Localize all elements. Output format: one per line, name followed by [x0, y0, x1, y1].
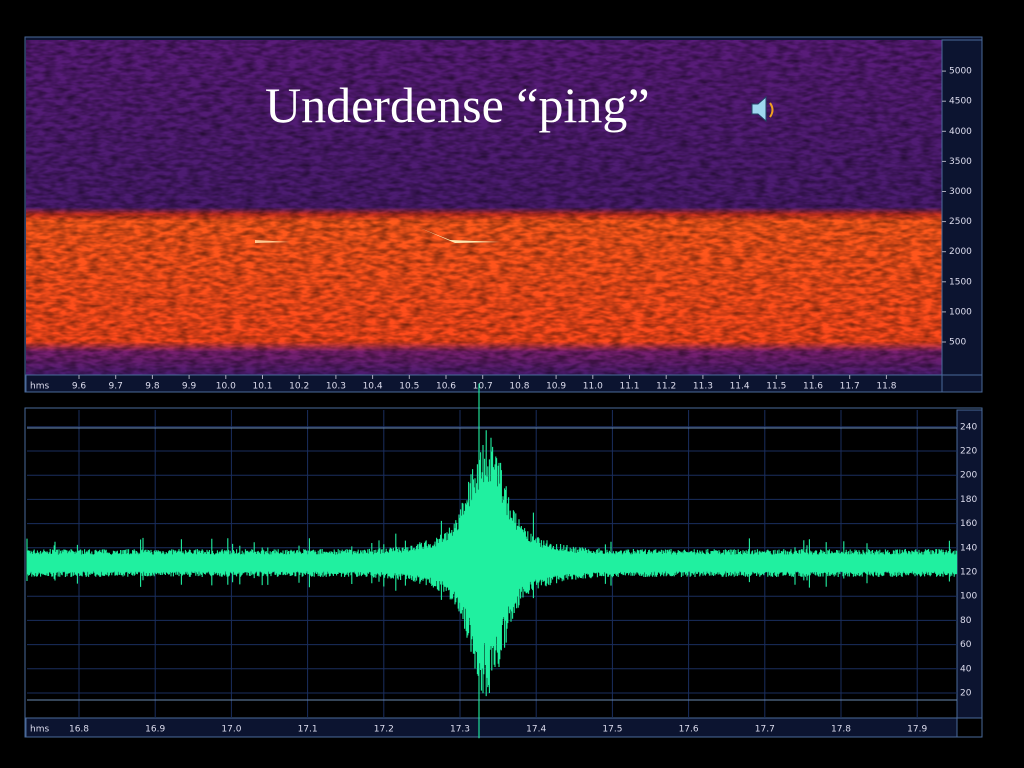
- y-tick-label: 4500: [949, 97, 972, 107]
- x-tick-label: 16.8: [69, 725, 89, 735]
- x-tick-label: 9.7: [109, 382, 123, 392]
- y-tick-label: 3000: [949, 187, 972, 197]
- y-tick-label: 2000: [949, 247, 972, 257]
- y-tick-label: 3500: [949, 157, 972, 167]
- ping-trace: [255, 240, 290, 243]
- x-tick-label: 9.6: [72, 382, 87, 392]
- x-tick-label: 10.6: [436, 382, 456, 392]
- x-tick-label: 17.7: [755, 725, 775, 735]
- y-tick-label: 240: [960, 422, 977, 432]
- spectrogram-x-axis: [25, 374, 943, 393]
- x-tick-label: 17.9: [907, 725, 927, 735]
- x-tick-label: 17.3: [450, 725, 470, 735]
- x-tick-label: 10.5: [399, 382, 419, 392]
- x-tick-label: 10.1: [252, 382, 272, 392]
- x-tick-label: 17.4: [526, 725, 546, 735]
- x-tick-label: 11.5: [766, 382, 786, 392]
- x-tick-label: 11.7: [840, 382, 860, 392]
- x-tick-label: 9.9: [182, 382, 197, 392]
- x-unit: hms: [30, 725, 49, 735]
- waveform-trace: [26, 383, 958, 739]
- x-tick-label: 17.0: [221, 725, 241, 735]
- x-tick-label: 11.4: [730, 382, 750, 392]
- x-tick-label: 10.4: [363, 382, 383, 392]
- x-tick-label: 17.6: [679, 725, 699, 735]
- x-tick-label: 17.2: [374, 725, 394, 735]
- y-tick-label: 180: [960, 495, 977, 505]
- y-tick-label: 2500: [949, 217, 972, 227]
- x-tick-label: 9.8: [145, 382, 160, 392]
- y-tick-label: 160: [960, 519, 977, 529]
- speaker-icon: [751, 95, 774, 123]
- y-tick-label: 40: [960, 664, 972, 674]
- x-tick-label: 10.8: [509, 382, 529, 392]
- y-tick-label: 220: [960, 447, 977, 457]
- x-tick-label: 17.1: [298, 725, 318, 735]
- y-tick-label: 80: [960, 616, 972, 626]
- x-tick-label: 10.9: [546, 382, 566, 392]
- y-tick-label: 120: [960, 568, 977, 578]
- y-tick-label: 60: [960, 640, 972, 650]
- x-tick-label: 10.0: [216, 382, 236, 392]
- y-tick-label: 5000: [949, 67, 972, 77]
- y-tick-label: 20: [960, 689, 972, 699]
- x-tick-label: 11.3: [693, 382, 713, 392]
- x-tick-label: 11.8: [876, 382, 896, 392]
- x-tick-label: 11.6: [803, 382, 823, 392]
- y-tick-label: 4000: [949, 127, 972, 137]
- x-tick-label: 17.5: [602, 725, 622, 735]
- x-tick-label: 16.9: [145, 725, 165, 735]
- x-tick-label: 11.2: [656, 382, 676, 392]
- spectrogram-noise: [26, 40, 942, 375]
- waveform-y-axis: [956, 409, 983, 719]
- slide-title: Underdense “ping”: [265, 77, 650, 133]
- x-unit: hms: [30, 382, 49, 392]
- spectrogram-y-axis: [941, 39, 983, 376]
- x-tick-label: 11.1: [619, 382, 639, 392]
- x-tick-label: 10.2: [289, 382, 309, 392]
- y-tick-label: 200: [960, 471, 977, 481]
- y-tick-label: 1500: [949, 277, 972, 287]
- y-tick-label: 100: [960, 592, 977, 602]
- x-tick-label: 17.8: [831, 725, 851, 735]
- waveform-x-axis: [25, 717, 958, 738]
- y-tick-label: 140: [960, 543, 977, 553]
- y-tick-label: 500: [949, 338, 966, 348]
- x-tick-label: 10.7: [473, 382, 493, 392]
- x-tick-label: 10.3: [326, 382, 346, 392]
- y-tick-label: 1000: [949, 307, 972, 317]
- x-tick-label: 11.0: [583, 382, 603, 392]
